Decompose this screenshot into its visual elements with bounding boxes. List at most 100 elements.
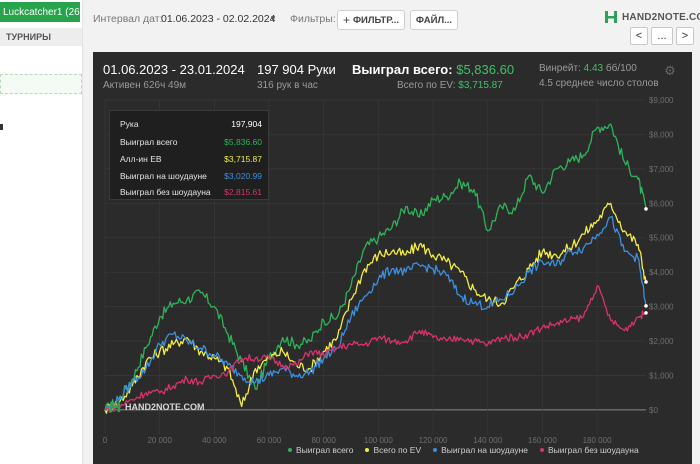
nav-more-button[interactable]: ... xyxy=(651,27,673,45)
brand-logo: HAND2NOTE.COM xyxy=(604,10,700,24)
summary-tables: 4.5 среднее число столов xyxy=(539,78,659,89)
legend-item-ev[interactable]: Всего по EV xyxy=(365,445,421,455)
sidebar-selected-item[interactable] xyxy=(0,74,82,94)
summary-ev: Всего по EV: $3,715.87 xyxy=(397,80,503,91)
gear-icon[interactable]: ⚙ xyxy=(664,63,676,78)
summary-hands-rate: 316 рук в час xyxy=(257,80,318,91)
y-tick-label: $2,000 xyxy=(649,337,674,346)
series-line xyxy=(104,202,647,414)
nav-next-button[interactable]: > xyxy=(676,27,694,45)
sidebar-section-tournaments[interactable]: ТУРНИРЫ xyxy=(0,28,82,46)
graph-chart[interactable]: $0 $1,000 $2,000 $3,000 $4,000 $5,000 $6,000 $7… xyxy=(93,52,692,464)
summary-winrate-label: Винрейт: xyxy=(539,63,581,74)
y-tick-label: $3,000 xyxy=(649,303,674,312)
player-name: Luckcatcher1 (26) xyxy=(3,6,80,18)
hand2note-logo-icon xyxy=(605,11,617,23)
brand-text: HAND2NOTE.COM xyxy=(622,11,700,23)
summary-won-label: Выиграл всего: xyxy=(352,62,453,77)
tooltip-value: $3,020.99 xyxy=(224,171,262,181)
tooltip-label: Выиграл без шоудауна xyxy=(120,187,211,197)
tooltip-label: Рука xyxy=(120,119,139,129)
hand2note-logo-icon xyxy=(109,401,121,413)
filter-button[interactable]: + ФИЛЬТР... xyxy=(337,10,405,30)
filters-label: Фильтры: xyxy=(290,13,336,25)
x-tick-label: 80 000 xyxy=(311,436,336,445)
x-tick-label: 160 000 xyxy=(528,436,557,445)
series-line xyxy=(104,285,647,413)
tooltip-label: Выиграл на шоудауне xyxy=(120,171,207,181)
x-tick-label: 100 000 xyxy=(364,436,393,445)
legend-item-non-showdown[interactable]: Выиграл без шоудауна xyxy=(540,445,639,455)
plus-icon: + xyxy=(342,13,350,27)
tooltip-row: Выиграл всего $5,836.60 xyxy=(120,137,262,149)
tooltip: Рука 197,904 Выиграл всего $5,836.60 Алл… xyxy=(109,110,269,200)
y-tick-label: $6,000 xyxy=(649,199,674,208)
summary-winrate-unit: бб/100 xyxy=(605,63,637,74)
chart-panel: $0 $1,000 $2,000 $3,000 $4,000 $5,000 $6,000 $7… xyxy=(93,52,692,464)
summary-won: Выиграл всего: $5,836.60 xyxy=(352,62,514,77)
nav-prev-button[interactable]: < xyxy=(630,27,648,45)
x-tick-label: 140 000 xyxy=(473,436,502,445)
legend-label: Выиграл без шоудауна xyxy=(548,445,639,455)
sidebar: Luckcatcher1 (26) ▼ ТУРНИРЫ xyxy=(0,0,83,464)
legend-item-showdown[interactable]: Выиграл на шоудауне xyxy=(433,445,528,455)
legend-label: Выиграл на шоудауне xyxy=(441,445,529,455)
series-end-point xyxy=(644,311,648,315)
tooltip-value: 197,904 xyxy=(231,119,262,129)
y-tick-label: $1,000 xyxy=(649,371,674,380)
series-line xyxy=(104,123,647,412)
legend-dot xyxy=(540,448,545,452)
watermark: HAND2NOTE.COM xyxy=(109,401,205,413)
summary-hands: 197 904 Руки xyxy=(257,62,336,77)
summary-won-value: $5,836.60 xyxy=(456,62,515,77)
file-button-label: ФАЙЛ... xyxy=(415,14,453,26)
legend-item-won[interactable]: Выиграл всего xyxy=(288,445,353,455)
legend-dot xyxy=(288,448,292,452)
legend-dot xyxy=(433,448,438,452)
series-end-point xyxy=(644,207,648,211)
x-tick-label: 40 000 xyxy=(202,436,227,445)
chart-legend: Выиграл всего Всего по EV Выиграл на шоу… xyxy=(288,445,639,455)
y-tick-label: $0 xyxy=(649,406,658,415)
series-line xyxy=(104,215,647,411)
summary-winrate: Винрейт: 4.43 бб/100 xyxy=(539,63,637,74)
tooltip-value: $2,815.61 xyxy=(224,187,262,197)
x-tick-label: 120 000 xyxy=(419,436,448,445)
watermark-text: HAND2NOTE.COM xyxy=(125,402,205,412)
summary-winrate-value: 4.43 xyxy=(583,63,604,74)
y-tick-label: $4,000 xyxy=(649,268,674,277)
series-end-point xyxy=(644,280,648,284)
x-tick-label: 0 xyxy=(103,436,108,445)
summary-range: 01.06.2023 - 23.01.2024 xyxy=(103,62,245,77)
summary-active: Активен 626ч 49м xyxy=(103,80,187,91)
tooltip-row: Алл-ин EB $3,715.87 xyxy=(120,154,262,166)
series-end-point xyxy=(644,304,648,308)
file-button[interactable]: ФАЙЛ... xyxy=(410,10,458,30)
x-tick-label: 20 000 xyxy=(147,436,172,445)
tooltip-value: $3,715.87 xyxy=(224,154,262,164)
tooltip-row: Рука 197,904 xyxy=(120,119,262,131)
tooltip-row: Выиграл на шоудауне $3,020.99 xyxy=(120,171,262,183)
y-tick-label: $7,000 xyxy=(649,165,674,174)
y-tick-label: $5,000 xyxy=(649,234,674,243)
summary-ev-value: $3,715.87 xyxy=(458,80,503,91)
tooltip-value: $5,836.60 xyxy=(224,137,262,147)
interval-label: Интервал дат: xyxy=(93,13,163,25)
x-tick-label: 60 000 xyxy=(257,436,282,445)
legend-dot xyxy=(365,448,370,452)
interval-value[interactable]: 01.06.2023 - 02.02.2024 xyxy=(161,13,276,25)
y-tick-label: $8,000 xyxy=(649,130,674,139)
filter-button-label: ФИЛЬТР... xyxy=(352,14,400,26)
sidebar-marker xyxy=(0,124,3,130)
legend-label: Выиграл всего xyxy=(296,445,354,455)
tooltip-label: Алл-ин EB xyxy=(120,154,162,164)
toolbar: Интервал дат: 01.06.2023 - 02.02.2024 ▼ … xyxy=(84,0,700,45)
legend-label: Всего по EV xyxy=(373,445,422,455)
x-tick-label: 180 000 xyxy=(583,436,612,445)
summary-ev-label: Всего по EV: xyxy=(397,80,456,91)
tooltip-row: Выиграл без шоудауна $2,815.61 xyxy=(120,187,262,199)
chevron-down-icon[interactable]: ▼ xyxy=(269,14,277,23)
tooltip-label: Выиграл всего xyxy=(120,137,178,147)
player-selector[interactable]: Luckcatcher1 (26) ▼ xyxy=(0,2,80,22)
y-tick-label: $9,000 xyxy=(649,96,674,105)
